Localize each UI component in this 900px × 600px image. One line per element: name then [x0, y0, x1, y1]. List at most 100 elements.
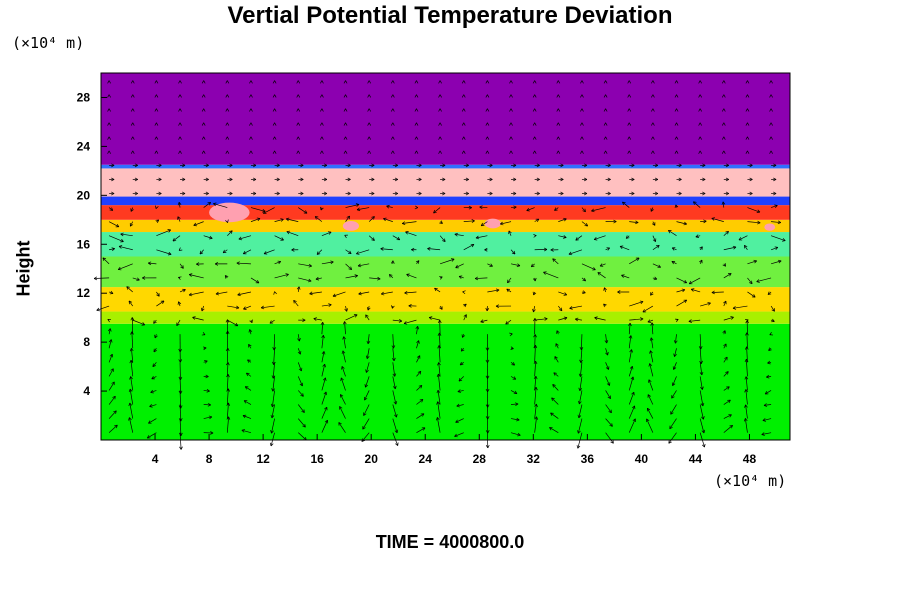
wind-vector-head — [155, 205, 157, 209]
wind-vector-head — [463, 136, 466, 140]
wind-vector — [479, 206, 488, 208]
wind-vector-head — [506, 288, 509, 293]
wind-vector-head — [296, 136, 299, 140]
wind-vector-head — [583, 193, 588, 196]
wind-vector-head — [578, 430, 581, 434]
wind-vector — [189, 291, 204, 296]
wind-vector-head — [179, 446, 182, 450]
wind-vector-head — [367, 340, 371, 345]
wind-vector-head — [468, 205, 472, 208]
wind-vector-head — [701, 444, 705, 448]
wind-vector-head — [252, 191, 257, 194]
wind-vector-head — [323, 163, 328, 166]
wind-vector-head — [270, 414, 273, 419]
wind-vector-head — [773, 177, 777, 180]
wind-vector-head — [648, 363, 651, 367]
wind-vector-head — [465, 163, 469, 166]
wind-vector-head — [366, 340, 369, 344]
wind-vector-head — [193, 222, 197, 226]
wind-vector-head — [286, 231, 290, 235]
wind-vector — [102, 257, 110, 265]
wind-vector — [297, 376, 303, 387]
wind-vector — [628, 366, 633, 377]
wind-vector-head — [320, 136, 323, 140]
wind-vector — [297, 390, 304, 397]
wind-vector-head — [671, 396, 675, 399]
wind-vector-head — [526, 207, 530, 211]
wind-vector-head — [229, 179, 233, 182]
wind-vector — [605, 418, 613, 427]
wind-vector — [179, 432, 182, 450]
wind-vector-head — [676, 136, 679, 140]
wind-vector-head — [556, 80, 559, 84]
wind-vector-head — [747, 94, 750, 98]
wind-vector-head — [270, 403, 273, 408]
wind-vector-head — [343, 108, 346, 112]
wind-vector-head — [345, 150, 348, 154]
wind-vector — [416, 385, 423, 391]
wind-vector-head — [732, 306, 736, 309]
wind-vector-head — [766, 376, 770, 379]
wind-vector-head — [684, 279, 688, 283]
wind-vector-head — [485, 404, 488, 408]
wind-vector-head — [495, 304, 499, 307]
wind-vector-head — [628, 80, 632, 84]
wind-vector-head — [722, 330, 726, 333]
wind-vector-head — [242, 250, 246, 254]
wind-vector-head — [134, 179, 138, 182]
wind-vector-head — [442, 179, 446, 182]
layer-band-5 — [101, 219, 790, 233]
wind-vector-head — [302, 318, 306, 321]
wind-vector-head — [132, 94, 135, 98]
wind-vector-head — [356, 209, 361, 212]
wind-vector-head — [150, 389, 154, 393]
wind-vector-head — [285, 218, 289, 222]
wind-vector-head — [535, 387, 538, 391]
wind-vector-head — [386, 205, 390, 209]
wind-vector-head — [371, 216, 375, 218]
wind-vector-head — [107, 319, 110, 323]
wind-vector-head — [556, 108, 559, 112]
wind-vector-head — [480, 321, 484, 323]
wind-vector-head — [627, 94, 630, 98]
wind-vector-head — [532, 108, 535, 112]
warm-blob-1 — [342, 221, 360, 231]
wind-vector — [669, 418, 677, 430]
wind-vector — [526, 207, 535, 211]
wind-vector — [534, 361, 537, 377]
wind-vector-head — [411, 247, 415, 250]
wind-vector-head — [156, 80, 159, 84]
wind-vector-head — [349, 250, 352, 254]
wind-vector-head — [229, 163, 233, 166]
layer-band-0 — [101, 323, 790, 440]
wind-vector-head — [367, 150, 370, 154]
wind-vector-head — [509, 333, 513, 337]
wind-vector — [534, 218, 540, 222]
wind-vector-head — [297, 108, 301, 112]
wind-vector-head — [324, 364, 326, 368]
wind-vector-head — [437, 401, 440, 405]
wind-vector-head — [698, 108, 701, 112]
wind-vector-head — [583, 191, 588, 194]
wind-vector-head — [745, 108, 748, 112]
wind-vector-head — [698, 150, 701, 154]
wind-vector-head — [702, 179, 706, 182]
wind-vector-head — [607, 179, 611, 182]
wind-vector — [533, 305, 536, 313]
wind-vector-head — [300, 191, 304, 194]
wind-vector-head — [365, 314, 369, 317]
wind-vector-head — [628, 136, 632, 140]
wind-vector-head — [178, 202, 182, 205]
wind-vector-head — [96, 307, 100, 311]
wind-vector-head — [332, 293, 336, 297]
wind-vector-head — [767, 360, 771, 364]
wind-vector — [568, 249, 583, 255]
wind-vector-head — [487, 444, 490, 449]
wind-vector-head — [270, 443, 274, 447]
wind-vector-head — [241, 429, 246, 431]
wind-vector-head — [414, 80, 417, 84]
wind-vector-head — [583, 165, 588, 168]
wind-vector-head — [118, 245, 123, 247]
wind-vector-head — [774, 205, 778, 209]
